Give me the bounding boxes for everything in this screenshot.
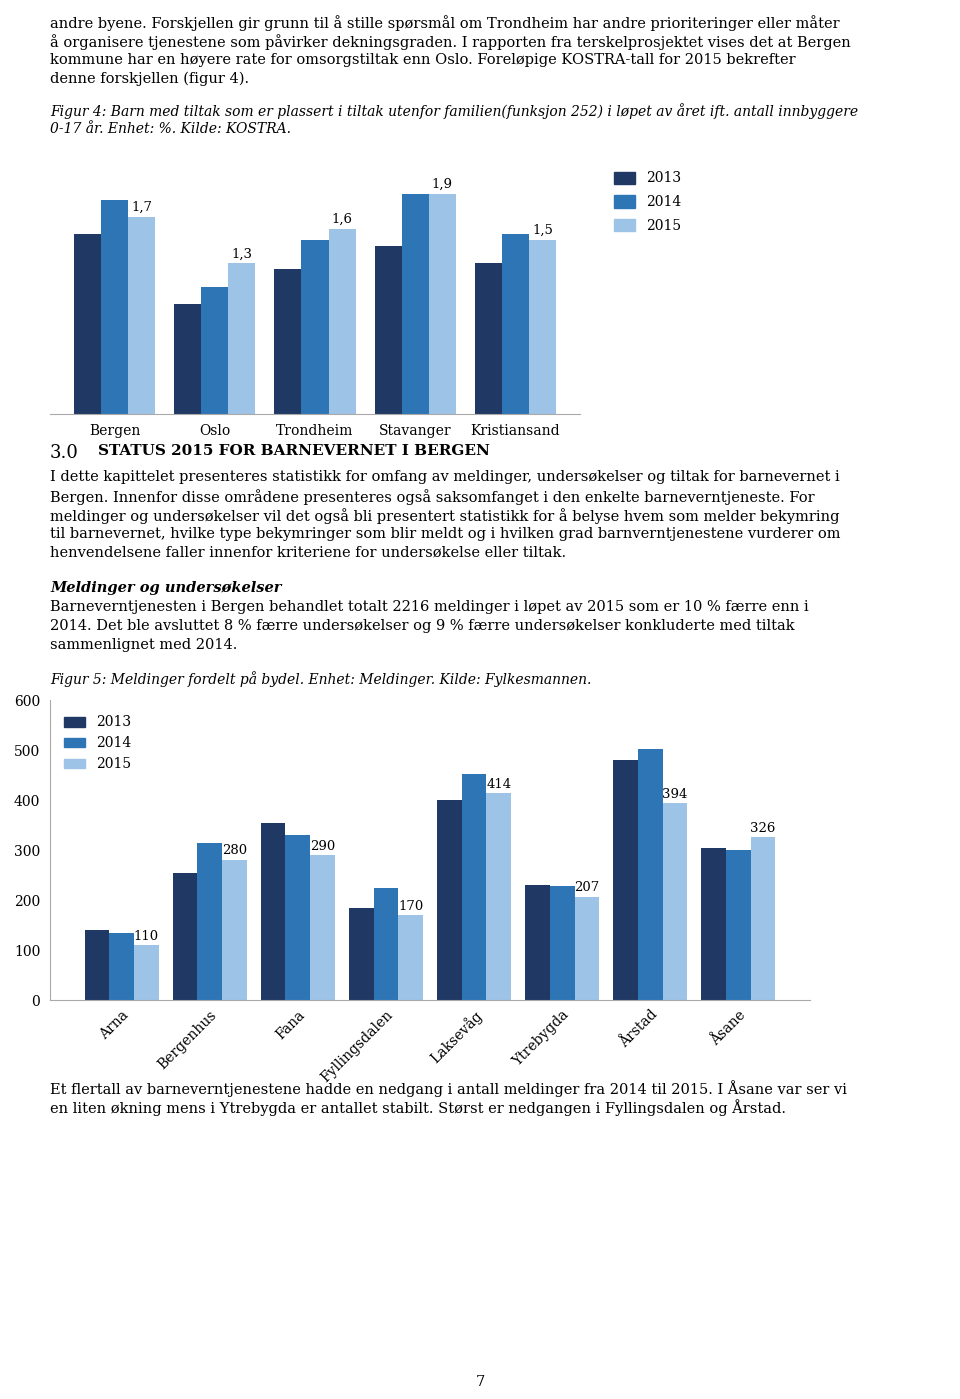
Bar (550, 886, 574, 1000)
Text: 326: 326 (751, 821, 776, 834)
Text: Meldinger og undersøkelser: Meldinger og undersøkelser (50, 581, 281, 595)
Text: 1,3: 1,3 (231, 248, 252, 260)
Bar (101, 200, 129, 414)
Text: til barnevernet, hvilke type bekymringer som blir meldt og i hvilken grad barnve: til barnevernet, hvilke type bekymringer… (50, 527, 841, 541)
Text: 1,7: 1,7 (132, 201, 153, 214)
Text: en liten økning mens i Ytrebygda er antallet stabilt. Størst er nedgangen i Fyll: en liten økning mens i Ytrebygda er anta… (50, 1100, 786, 1116)
Bar (310, 855, 335, 1000)
Bar (129, 217, 156, 414)
Bar (475, 263, 502, 414)
Text: andre byene. Forskjellen gir grunn til å stille spørsmål om Trondheim har andre : andre byene. Forskjellen gir grunn til å… (50, 15, 840, 31)
Text: 394: 394 (662, 788, 687, 800)
Text: 170: 170 (398, 900, 423, 912)
Bar (437, 800, 462, 1000)
Bar (502, 235, 529, 414)
Text: Barneverntjenesten i Bergen behandlet totalt 2216 meldinger i løpet av 2015 som : Barneverntjenesten i Bergen behandlet to… (50, 600, 808, 614)
Text: 7: 7 (475, 1375, 485, 1389)
Bar (487, 793, 511, 1000)
Text: 1,6: 1,6 (331, 213, 352, 225)
Text: henvendelsene faller innenfor kriteriene for undersøkelse eller tiltak.: henvendelsene faller innenfor kriteriene… (50, 546, 566, 560)
Text: Figur 4: Barn med tiltak som er plassert i tiltak utenfor familien(funksjon 252): Figur 4: Barn med tiltak som er plassert… (50, 104, 858, 119)
Bar (398, 915, 423, 1000)
Text: STATUS 2015 FOR BARNEVERNET I BERGEN: STATUS 2015 FOR BARNEVERNET I BERGEN (98, 443, 490, 457)
Bar (175, 304, 202, 414)
Bar (401, 194, 429, 414)
Text: 280: 280 (222, 845, 247, 858)
Text: Bergen. Innenfor disse områdene presenteres også saksomfanget i den enkelte barn: Bergen. Innenfor disse områdene presente… (50, 490, 815, 505)
Bar (84, 930, 109, 1000)
Bar (429, 194, 456, 414)
Legend: 2013, 2014, 2015: 2013, 2014, 2015 (608, 166, 686, 238)
Bar (328, 228, 355, 414)
Bar (202, 287, 228, 414)
Bar (613, 760, 638, 1000)
Text: Et flertall av barneverntjenestene hadde en nedgang i antall meldinger fra 2014 : Et flertall av barneverntjenestene hadde… (50, 1080, 847, 1097)
Bar (228, 263, 255, 414)
Text: 290: 290 (310, 839, 335, 852)
Bar (525, 886, 550, 1000)
Text: 110: 110 (133, 929, 158, 943)
Text: 2014. Det ble avsluttet 8 % færre undersøkelser og 9 % færre undersøkelser konkl: 2014. Det ble avsluttet 8 % færre unders… (50, 618, 795, 632)
Bar (374, 246, 401, 414)
Text: 1,5: 1,5 (532, 224, 553, 238)
Text: sammenlignet med 2014.: sammenlignet med 2014. (50, 638, 237, 652)
Bar (462, 774, 487, 1000)
Bar (348, 908, 373, 1000)
Text: I dette kapittelet presenteres statistikk for omfang av meldinger, undersøkelser: I dette kapittelet presenteres statistik… (50, 470, 840, 484)
Text: denne forskjellen (figur 4).: denne forskjellen (figur 4). (50, 71, 250, 87)
Bar (638, 748, 662, 1000)
Bar (74, 235, 101, 414)
Bar (702, 848, 726, 1000)
Text: Figur 5: Meldinger fordelt på bydel. Enhet: Meldinger. Kilde: Fylkesmannen.: Figur 5: Meldinger fordelt på bydel. Enh… (50, 672, 591, 687)
Bar (109, 933, 133, 1000)
Bar (285, 835, 310, 1000)
Text: 207: 207 (574, 881, 599, 894)
Legend: 2013, 2014, 2015: 2013, 2014, 2015 (59, 709, 136, 776)
Bar (275, 269, 301, 414)
Bar (529, 241, 556, 414)
Bar (133, 944, 158, 1000)
Text: å organisere tjenestene som påvirker dekningsgraden. I rapporten fra terskelpros: å organisere tjenestene som påvirker dek… (50, 34, 851, 50)
Bar (574, 897, 599, 1000)
Text: 0-17 år. Enhet: %. Kilde: KOSTRA.: 0-17 år. Enhet: %. Kilde: KOSTRA. (50, 122, 291, 136)
Text: 414: 414 (486, 778, 512, 790)
Text: 3.0: 3.0 (50, 443, 79, 462)
Bar (301, 241, 328, 414)
Bar (198, 842, 222, 1000)
Bar (173, 873, 198, 1000)
Bar (373, 887, 398, 1000)
Bar (261, 823, 285, 1000)
Text: 1,9: 1,9 (432, 178, 453, 190)
Bar (222, 860, 247, 1000)
Bar (726, 851, 751, 1000)
Text: meldinger og undersøkelser vil det også bli presentert statistikk for å belyse h: meldinger og undersøkelser vil det også … (50, 508, 839, 523)
Text: kommune har en høyere rate for omsorgstiltak enn Oslo. Foreløpige KOSTRA-tall fo: kommune har en høyere rate for omsorgsti… (50, 53, 796, 67)
Bar (662, 803, 687, 1000)
Bar (751, 837, 776, 1000)
